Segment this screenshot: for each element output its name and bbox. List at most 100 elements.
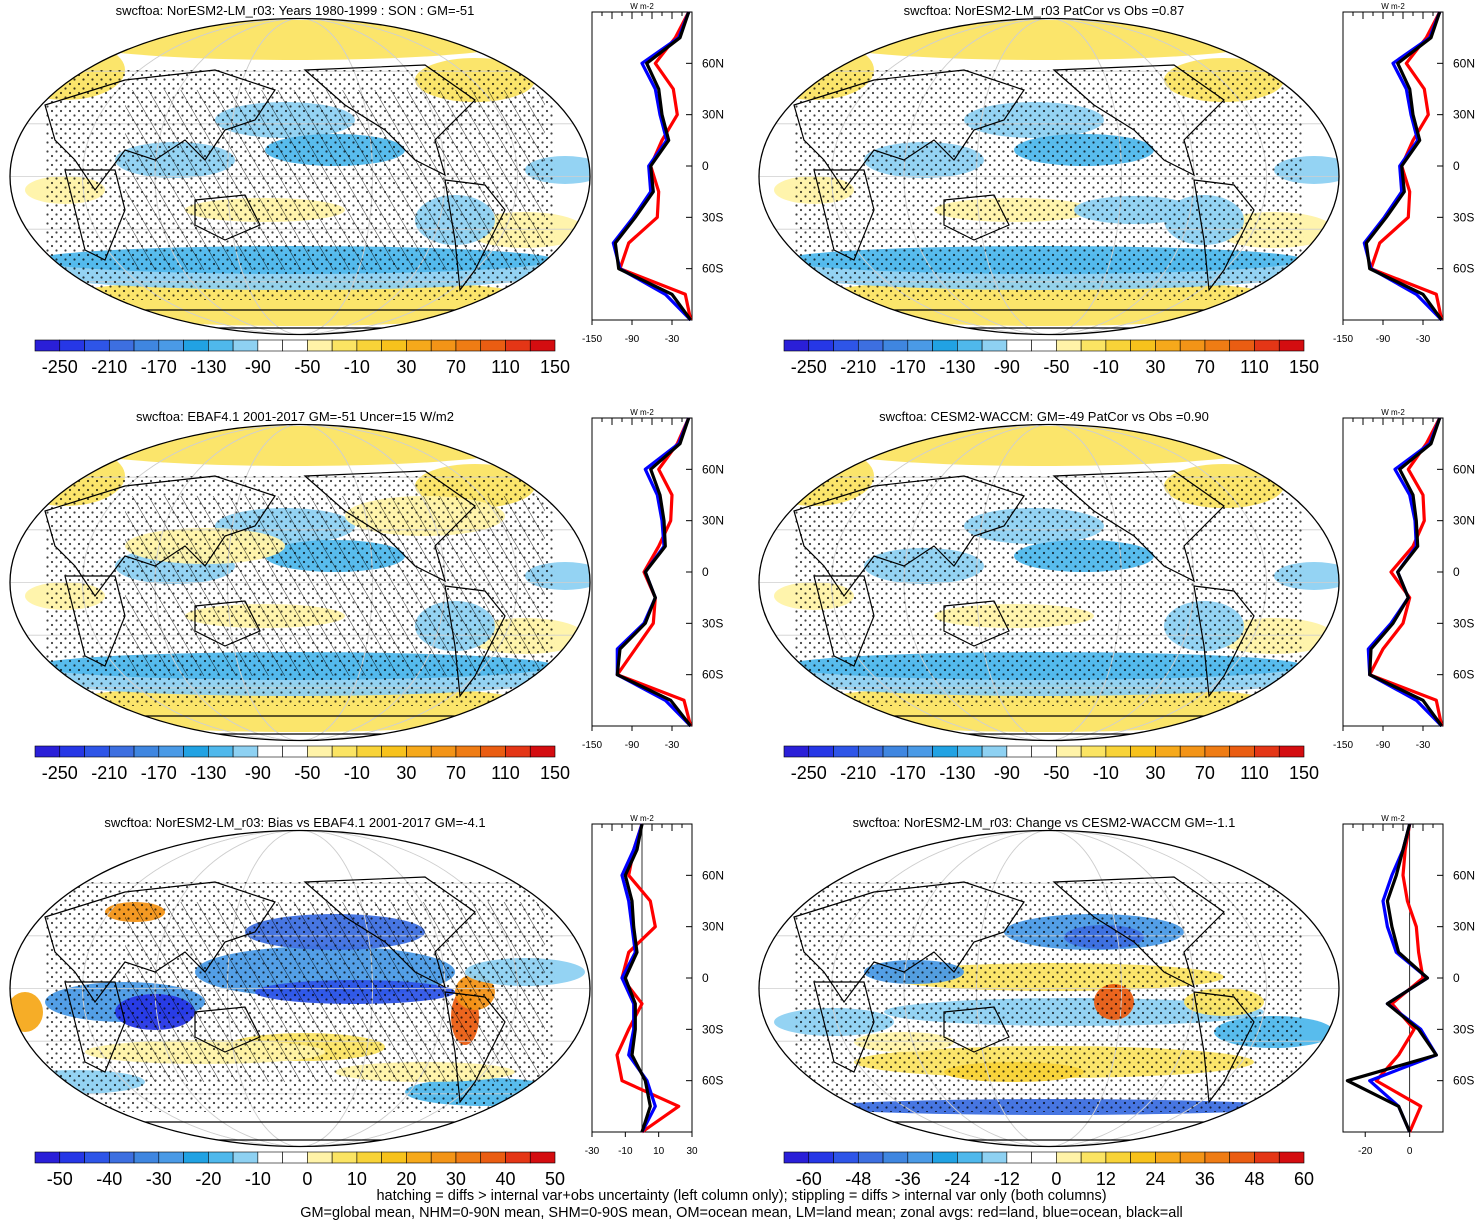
colorbar-tick-label: -170 [141, 357, 177, 377]
profile-units-label: W m-2 [630, 408, 654, 417]
profile-x-label: -150 [582, 740, 602, 751]
colorbar-tick-label: 20 [396, 1169, 416, 1189]
profile-units-label: W m-2 [630, 2, 654, 11]
colorbar-bin [133, 339, 160, 352]
profile-x-label: 10 [653, 1146, 665, 1157]
map-field [759, 424, 1339, 741]
colorbar-bin [857, 339, 884, 352]
colorbar-bin [957, 1151, 983, 1164]
coastline [1052, 470, 1225, 583]
colorbar-tick-label: -130 [939, 357, 975, 377]
field-region [65, 426, 525, 466]
panel-p4: swcftoa: CESM2-WACCM: GM=-49 PatCor vs O… [758, 408, 1475, 783]
colorbar-bin [282, 339, 308, 352]
colorbar-bin [1080, 1151, 1107, 1164]
coastline [303, 470, 476, 583]
colorbar-bin [1229, 1151, 1255, 1164]
colorbar-tick-label: -210 [840, 763, 876, 783]
colorbar-bin [529, 1151, 556, 1164]
profile-lat-label: 30S [702, 616, 723, 630]
colorbar-bin [981, 745, 1008, 758]
map-panel [9, 423, 591, 742]
colorbar-bin [307, 339, 333, 352]
colorbar-bin [84, 745, 110, 758]
coastline [303, 64, 476, 177]
colorbar-bin [505, 1151, 531, 1164]
profile-lat-label: 0 [702, 565, 709, 579]
colorbar-tick-label: -12 [994, 1169, 1020, 1189]
colorbar-bin [455, 339, 482, 352]
colorbar-tick-label: 150 [540, 763, 570, 783]
colorbar-bin [232, 339, 259, 352]
profile-units-label: W m-2 [1381, 814, 1405, 823]
colorbar-tick-label: 30 [396, 357, 416, 377]
profile-lat-label: 60S [702, 1074, 723, 1088]
colorbar-bin [1006, 339, 1032, 352]
coastline [793, 475, 1025, 598]
field-region [10, 992, 43, 1032]
panel-title: swcftoa: CESM2-WACCM: GM=-49 PatCor vs O… [879, 409, 1209, 424]
colorbar-tick-label: -90 [245, 357, 271, 377]
colorbar-bin [808, 1151, 834, 1164]
colorbar-bin [1155, 1151, 1181, 1164]
profile-lat-label: 30S [1453, 1022, 1474, 1036]
colorbar-tick-label: 110 [491, 763, 520, 783]
colorbar-tick-label: -250 [791, 357, 827, 377]
colorbar-tick-label: 0 [302, 1169, 312, 1189]
coastline [194, 194, 261, 241]
colorbar-tick-label: 150 [1289, 763, 1319, 783]
zonal-mean-line-all [1364, 11, 1443, 321]
colorbar-bin [981, 339, 1008, 352]
colorbar-tick-label: -10 [344, 763, 370, 783]
colorbar-tick-label: 110 [1240, 357, 1269, 377]
colorbar-tick-label: 12 [1096, 1169, 1116, 1189]
colorbar-bin [1031, 339, 1057, 352]
coastline [64, 981, 126, 1073]
profile-lat-label: 30N [1453, 920, 1475, 934]
profile-x-label: -150 [582, 334, 602, 345]
hatching [125, 496, 545, 676]
profile-lat-label: 0 [702, 159, 709, 173]
profile-lat-label: 60S [1453, 668, 1474, 682]
colorbar-bin [257, 1151, 283, 1164]
zonal-mean-line-all [623, 823, 652, 1133]
colorbar-tick-label: -20 [195, 1169, 221, 1189]
colorbar-bin [1229, 745, 1255, 758]
stippling [794, 476, 1304, 706]
colorbar-bin [59, 745, 85, 758]
colorbar-bin [833, 1151, 859, 1164]
profile-lat-label: 30S [702, 210, 723, 224]
colorbar-tick-label: 30 [396, 763, 416, 783]
coastline [813, 981, 875, 1073]
colorbar-bin [208, 1151, 234, 1164]
coastline [444, 179, 506, 292]
colorbar-tick-label: 24 [1145, 1169, 1165, 1189]
coastline [444, 585, 506, 698]
map-panel [758, 423, 1340, 742]
colorbar-tick-label: 150 [1289, 357, 1319, 377]
profile-lat-label: 30S [702, 1022, 723, 1036]
coastline [813, 575, 875, 667]
colorbar-bin [108, 745, 135, 758]
map-field [759, 18, 1339, 335]
colorbar-bin [882, 745, 909, 758]
coastline [1193, 179, 1255, 292]
profile-frame [591, 11, 693, 321]
colorbar-bin [232, 745, 259, 758]
colorbar-tick-label: -90 [994, 763, 1020, 783]
colorbar-bin [307, 745, 333, 758]
map-field [10, 18, 590, 335]
colorbar-bin [505, 745, 531, 758]
colorbar-bin [108, 1151, 135, 1164]
zonal-mean-line-land [1374, 823, 1425, 1133]
colorbar-tick-label: -210 [91, 763, 127, 783]
colorbar-tick-label: -50 [294, 357, 320, 377]
colorbar-bin [1130, 745, 1156, 758]
colorbar-bin [406, 1151, 432, 1164]
field-region [814, 426, 1274, 466]
colorbar-tick-label: 40 [495, 1169, 515, 1189]
colorbar-bin [133, 1151, 160, 1164]
map-panel [758, 829, 1340, 1148]
colorbar-bin [430, 1151, 457, 1164]
colorbar-bin [307, 1151, 333, 1164]
